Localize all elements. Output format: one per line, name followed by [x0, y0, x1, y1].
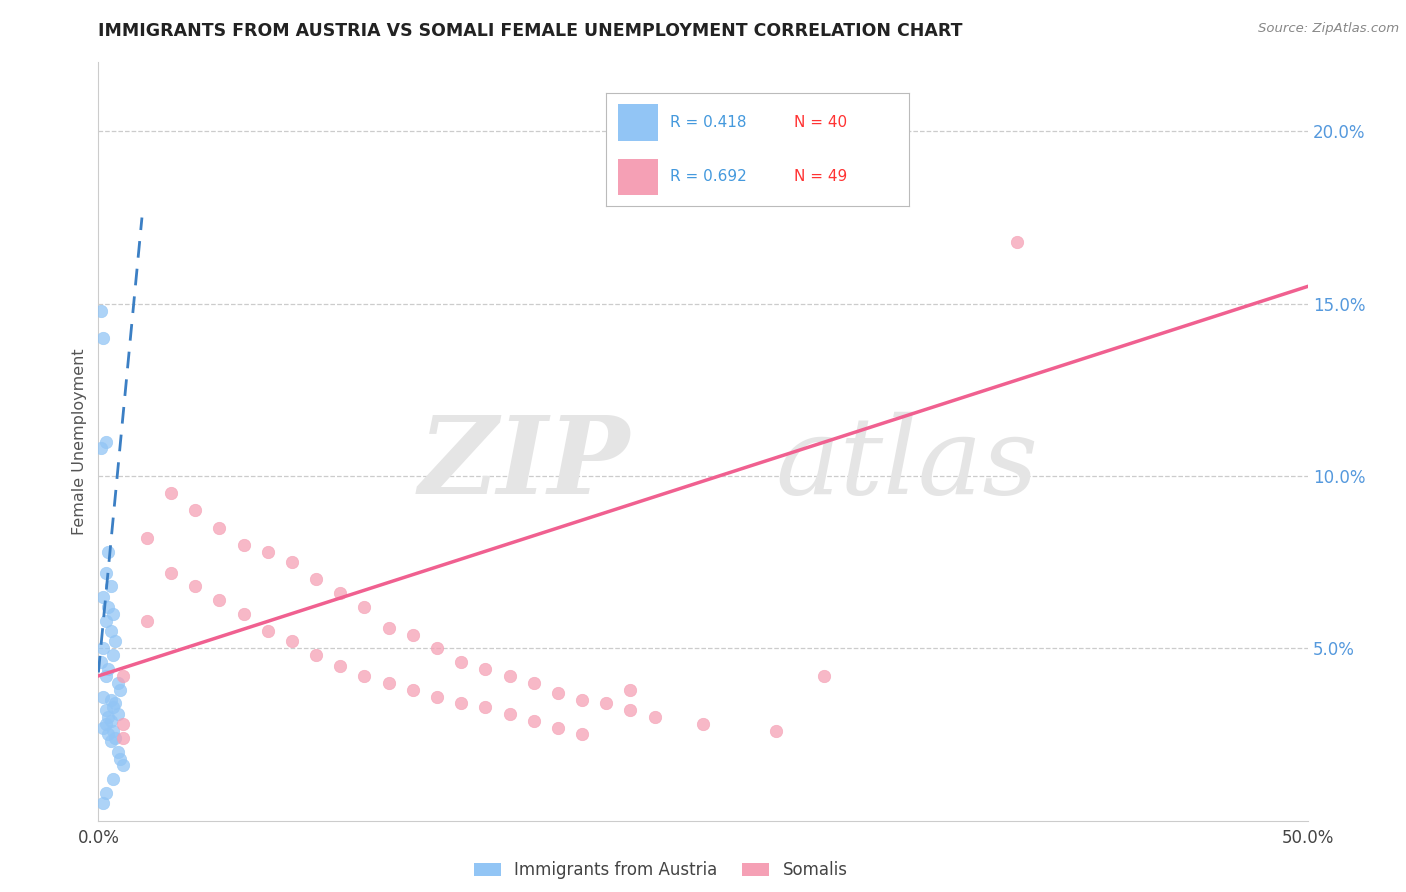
Point	[547, 721, 569, 735]
Point	[523, 714, 546, 728]
Point	[101, 648, 124, 663]
Point	[305, 648, 328, 663]
Point	[208, 593, 231, 607]
Point	[547, 686, 569, 700]
Point	[450, 697, 472, 711]
Point	[100, 693, 122, 707]
Point	[329, 658, 352, 673]
Point	[619, 682, 641, 697]
Point	[111, 717, 134, 731]
Point	[101, 607, 124, 621]
Point	[426, 641, 449, 656]
Point	[160, 566, 183, 580]
Point	[94, 614, 117, 628]
Point	[107, 706, 129, 721]
Point	[108, 682, 131, 697]
Point	[426, 690, 449, 704]
Point	[101, 724, 124, 739]
Point	[94, 703, 117, 717]
Text: atlas: atlas	[776, 412, 1039, 516]
Point	[208, 521, 231, 535]
Point	[135, 614, 157, 628]
Point	[94, 566, 117, 580]
Point	[184, 503, 207, 517]
Text: ZIP: ZIP	[419, 411, 630, 517]
Point	[377, 675, 399, 690]
Point	[813, 669, 835, 683]
Point	[523, 675, 546, 690]
Point	[97, 545, 120, 559]
Point	[91, 721, 114, 735]
Point	[94, 434, 117, 449]
Point	[90, 655, 112, 669]
Point	[353, 599, 375, 614]
Point	[135, 531, 157, 545]
Legend: Immigrants from Austria, Somalis: Immigrants from Austria, Somalis	[474, 861, 848, 880]
Point	[692, 717, 714, 731]
Point	[1007, 235, 1029, 249]
Point	[377, 621, 399, 635]
Point	[498, 669, 520, 683]
Point	[111, 731, 134, 745]
Point	[100, 624, 122, 639]
Point	[111, 669, 134, 683]
Point	[91, 331, 114, 345]
Point	[281, 555, 304, 569]
Point	[232, 538, 254, 552]
Point	[91, 641, 114, 656]
Point	[97, 727, 120, 741]
Point	[91, 797, 114, 811]
Point	[571, 727, 593, 741]
Point	[450, 655, 472, 669]
Point	[644, 710, 666, 724]
Point	[97, 710, 120, 724]
Point	[100, 579, 122, 593]
Y-axis label: Female Unemployment: Female Unemployment	[72, 348, 87, 535]
Point	[281, 634, 304, 648]
Point	[474, 662, 496, 676]
Point	[94, 786, 117, 800]
Point	[107, 745, 129, 759]
Point	[90, 303, 112, 318]
Point	[101, 699, 124, 714]
Point	[305, 573, 328, 587]
Point	[353, 669, 375, 683]
Point	[474, 699, 496, 714]
Text: IMMIGRANTS FROM AUSTRIA VS SOMALI FEMALE UNEMPLOYMENT CORRELATION CHART: IMMIGRANTS FROM AUSTRIA VS SOMALI FEMALE…	[98, 22, 963, 40]
Point	[402, 682, 425, 697]
Point	[91, 590, 114, 604]
Point	[94, 669, 117, 683]
Point	[595, 697, 617, 711]
Point	[108, 751, 131, 765]
Point	[571, 693, 593, 707]
Point	[329, 586, 352, 600]
Point	[97, 599, 120, 614]
Point	[90, 442, 112, 456]
Point	[402, 627, 425, 641]
Point	[104, 731, 127, 745]
Point	[101, 772, 124, 787]
Point	[94, 717, 117, 731]
Point	[100, 714, 122, 728]
Point	[160, 486, 183, 500]
Point	[256, 545, 278, 559]
Point	[104, 634, 127, 648]
Point	[100, 734, 122, 748]
Point	[232, 607, 254, 621]
Point	[184, 579, 207, 593]
Point	[619, 703, 641, 717]
Point	[97, 662, 120, 676]
Point	[498, 706, 520, 721]
Point	[765, 724, 787, 739]
Point	[107, 675, 129, 690]
Point	[256, 624, 278, 639]
Point	[104, 697, 127, 711]
Point	[91, 690, 114, 704]
Point	[111, 758, 134, 772]
Text: Source: ZipAtlas.com: Source: ZipAtlas.com	[1258, 22, 1399, 36]
